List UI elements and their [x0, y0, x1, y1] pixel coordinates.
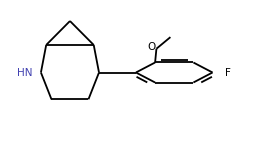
- Text: HN: HN: [17, 68, 33, 77]
- Text: F: F: [225, 68, 231, 77]
- Text: O: O: [148, 42, 156, 52]
